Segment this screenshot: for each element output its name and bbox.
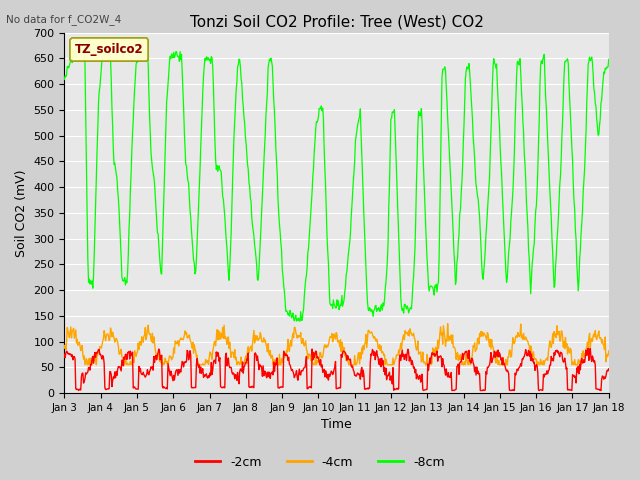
- Y-axis label: Soil CO2 (mV): Soil CO2 (mV): [15, 169, 28, 257]
- Text: No data for f_CO2W_4: No data for f_CO2W_4: [6, 14, 122, 25]
- X-axis label: Time: Time: [321, 419, 352, 432]
- Legend: TZ_soilco2: TZ_soilco2: [70, 38, 148, 61]
- Title: Tonzi Soil CO2 Profile: Tree (West) CO2: Tonzi Soil CO2 Profile: Tree (West) CO2: [189, 15, 483, 30]
- Legend: -2cm, -4cm, -8cm: -2cm, -4cm, -8cm: [190, 451, 450, 474]
